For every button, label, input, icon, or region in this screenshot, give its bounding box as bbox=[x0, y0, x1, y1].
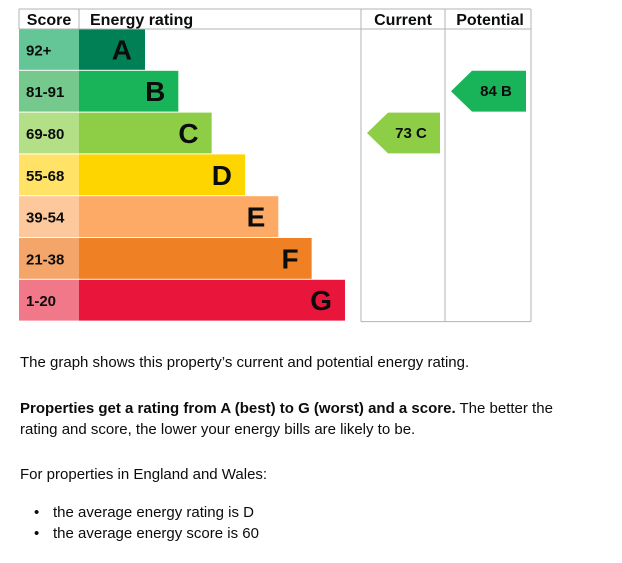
band-letter-c: C bbox=[178, 118, 198, 149]
score-range-c: 69-80 bbox=[26, 126, 64, 143]
band-bar-c bbox=[79, 112, 212, 154]
score-cell-c bbox=[19, 112, 79, 154]
band-letter-b: B bbox=[145, 76, 165, 107]
energy-rating-header: Energy rating bbox=[90, 12, 193, 29]
averages-list: • the average energy rating is D • the ave… bbox=[20, 502, 259, 544]
graph-description: The graph shows this property’s current … bbox=[20, 354, 470, 371]
band-bar-g bbox=[79, 279, 345, 321]
score-cell-e bbox=[19, 196, 79, 237]
score-cell-d bbox=[19, 154, 79, 196]
average-score-item: • the average energy score is 60 bbox=[20, 523, 259, 544]
score-range-g: 1-20 bbox=[26, 293, 56, 310]
average-rating-item: • the average energy rating is D bbox=[20, 502, 259, 523]
potential-rating-arrow bbox=[451, 70, 526, 112]
current-rating-label: 73 C bbox=[395, 125, 427, 142]
average-rating-text: the average energy rating is D bbox=[53, 504, 254, 521]
score-cell-b bbox=[19, 70, 79, 112]
score-cell-f bbox=[19, 238, 79, 279]
region-intro: For properties in England and Wales: bbox=[20, 466, 268, 483]
score-range-e: 39-54 bbox=[26, 210, 65, 227]
score-header: Score bbox=[27, 12, 72, 29]
rating-explanation: Properties get a rating from A (best) to… bbox=[20, 398, 580, 440]
rating-explanation-rest: The better the rating and score, the low… bbox=[20, 400, 553, 438]
potential-rating-label: 84 B bbox=[480, 83, 512, 100]
rating-markers: 73 C 84 B bbox=[367, 70, 526, 154]
band-bar-e bbox=[79, 196, 279, 237]
bullet-icon: • bbox=[34, 525, 40, 542]
band-bar-a bbox=[79, 29, 145, 70]
potential-header: Potential bbox=[456, 12, 524, 29]
chart-grid bbox=[18, 8, 532, 323]
score-cell-a bbox=[19, 29, 79, 70]
band-letter-a: A bbox=[112, 34, 132, 65]
score-range-b: 81-91 bbox=[26, 84, 64, 101]
current-rating-arrow bbox=[367, 112, 440, 154]
average-score-text: the average energy score is 60 bbox=[53, 525, 259, 542]
rating-explanation-bold: Properties get a rating from A (best) to… bbox=[20, 400, 456, 417]
band-letter-f: F bbox=[282, 243, 299, 274]
band-bar-f bbox=[79, 238, 312, 279]
band-letter-d: D bbox=[212, 160, 232, 191]
score-range-f: 21-38 bbox=[26, 251, 64, 268]
score-cell-g bbox=[19, 279, 79, 321]
band-letter-e: E bbox=[247, 202, 266, 233]
score-range-d: 55-68 bbox=[26, 168, 64, 185]
band-letter-g: G bbox=[310, 285, 332, 316]
band-bar-b bbox=[79, 70, 179, 112]
bullet-icon: • bbox=[34, 504, 40, 521]
rating-bands: 92+ A 81-91 B 69-80 C 55-68 D 39-54 E 21-38 F 1-20 G bbox=[19, 29, 345, 321]
chart-headers: Score Energy rating Current Potential bbox=[27, 12, 524, 29]
energy-rating-chart: 92+ A81-91 B69-80 C55-68 D39-54 E21-38 F1-20 G … bbox=[18, 8, 532, 323]
current-header: Current bbox=[374, 12, 432, 29]
band-bar-d bbox=[79, 154, 245, 196]
score-range-a: 92+ bbox=[26, 42, 52, 59]
